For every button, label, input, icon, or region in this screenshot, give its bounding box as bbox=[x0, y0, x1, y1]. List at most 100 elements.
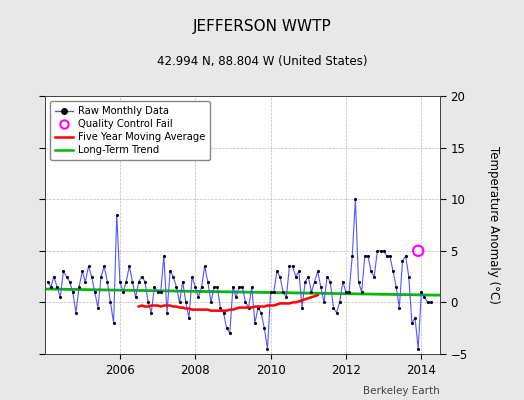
Point bbox=[172, 284, 181, 290]
Point bbox=[216, 304, 225, 311]
Point bbox=[43, 278, 52, 285]
Point bbox=[254, 304, 262, 311]
Point bbox=[339, 278, 347, 285]
Point bbox=[323, 274, 331, 280]
Point bbox=[245, 304, 253, 311]
Point bbox=[50, 274, 58, 280]
Point bbox=[100, 263, 108, 270]
Point bbox=[420, 294, 429, 300]
Point bbox=[97, 274, 105, 280]
Point bbox=[163, 310, 171, 316]
Point bbox=[395, 304, 403, 311]
Point bbox=[411, 315, 419, 321]
Point bbox=[351, 196, 359, 202]
Point bbox=[53, 284, 61, 290]
Point bbox=[269, 289, 278, 295]
Point bbox=[204, 278, 212, 285]
Point bbox=[301, 278, 309, 285]
Point bbox=[103, 278, 112, 285]
Point bbox=[75, 284, 83, 290]
Point bbox=[113, 212, 121, 218]
Point bbox=[376, 248, 385, 254]
Point bbox=[157, 289, 165, 295]
Point bbox=[304, 274, 312, 280]
Point bbox=[166, 268, 174, 275]
Point bbox=[56, 294, 64, 300]
Point bbox=[414, 248, 422, 254]
Point bbox=[91, 289, 99, 295]
Point bbox=[198, 284, 206, 290]
Point bbox=[345, 289, 353, 295]
Point bbox=[229, 284, 237, 290]
Point bbox=[367, 268, 375, 275]
Point bbox=[298, 304, 306, 311]
Point bbox=[62, 274, 71, 280]
Point bbox=[122, 278, 130, 285]
Point bbox=[427, 299, 435, 306]
Point bbox=[226, 330, 234, 336]
Point bbox=[238, 284, 247, 290]
Point bbox=[66, 278, 74, 285]
Point bbox=[398, 258, 407, 264]
Point bbox=[220, 310, 228, 316]
Point bbox=[291, 274, 300, 280]
Point bbox=[313, 268, 322, 275]
Point bbox=[88, 274, 96, 280]
Point bbox=[213, 284, 222, 290]
Point bbox=[144, 299, 152, 306]
Text: 42.994 N, 88.804 W (United States): 42.994 N, 88.804 W (United States) bbox=[157, 55, 367, 68]
Point bbox=[69, 289, 77, 295]
Point bbox=[59, 268, 68, 275]
Point bbox=[194, 294, 203, 300]
Point bbox=[408, 320, 416, 326]
Point bbox=[357, 289, 366, 295]
Y-axis label: Temperature Anomaly (°C): Temperature Anomaly (°C) bbox=[487, 146, 500, 304]
Point bbox=[285, 263, 293, 270]
Point bbox=[414, 346, 422, 352]
Point bbox=[354, 278, 363, 285]
Point bbox=[401, 253, 410, 259]
Point bbox=[125, 263, 134, 270]
Point bbox=[47, 284, 55, 290]
Point bbox=[316, 284, 325, 290]
Point bbox=[342, 289, 350, 295]
Point bbox=[370, 274, 378, 280]
Point bbox=[94, 304, 102, 311]
Point bbox=[138, 274, 146, 280]
Point bbox=[106, 299, 115, 306]
Point bbox=[307, 289, 315, 295]
Point bbox=[201, 263, 209, 270]
Point bbox=[72, 310, 80, 316]
Point bbox=[210, 284, 219, 290]
Point bbox=[135, 278, 143, 285]
Point bbox=[266, 289, 275, 295]
Point bbox=[250, 320, 259, 326]
Point bbox=[191, 284, 200, 290]
Point bbox=[389, 268, 397, 275]
Point bbox=[150, 284, 159, 290]
Point bbox=[383, 253, 391, 259]
Point bbox=[288, 263, 297, 270]
Point bbox=[423, 299, 432, 306]
Point bbox=[188, 274, 196, 280]
Point bbox=[320, 299, 328, 306]
Point bbox=[348, 253, 356, 259]
Point bbox=[247, 284, 256, 290]
Point bbox=[279, 289, 287, 295]
Point bbox=[294, 268, 303, 275]
Point bbox=[84, 263, 93, 270]
Point bbox=[260, 325, 268, 331]
Point bbox=[392, 284, 400, 290]
Point bbox=[232, 294, 240, 300]
Point bbox=[223, 325, 231, 331]
Point bbox=[329, 304, 337, 311]
Point bbox=[78, 268, 86, 275]
Point bbox=[310, 278, 319, 285]
Point bbox=[405, 274, 413, 280]
Point bbox=[282, 294, 290, 300]
Point bbox=[361, 253, 369, 259]
Point bbox=[110, 320, 118, 326]
Point bbox=[257, 310, 265, 316]
Text: Berkeley Earth: Berkeley Earth bbox=[364, 386, 440, 396]
Point bbox=[81, 278, 90, 285]
